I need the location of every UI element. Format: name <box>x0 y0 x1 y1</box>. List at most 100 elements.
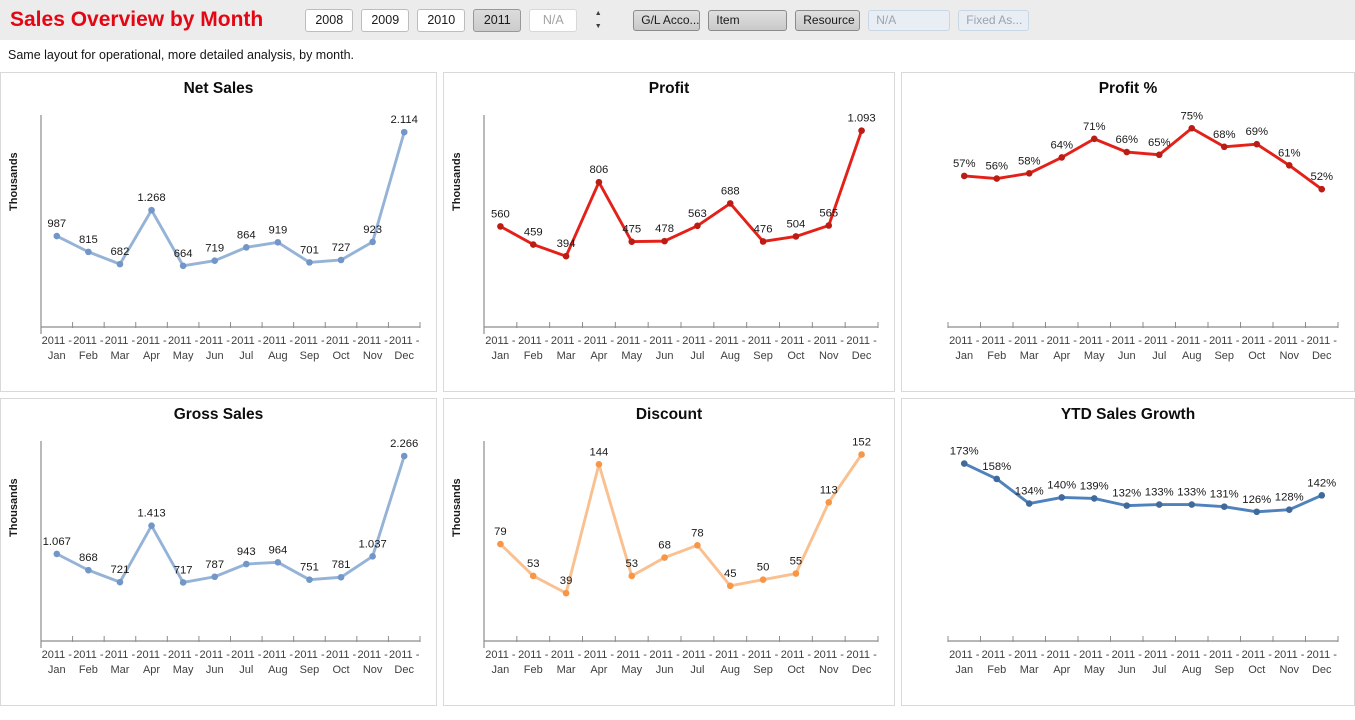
svg-text:2011 -: 2011 - <box>263 649 294 661</box>
svg-text:2011 -: 2011 - <box>682 335 713 347</box>
svg-text:Aug: Aug <box>1182 664 1202 676</box>
svg-text:2011 -: 2011 - <box>1144 649 1175 661</box>
svg-text:Thousands: Thousands <box>451 152 463 211</box>
svg-text:781: 781 <box>332 559 351 571</box>
svg-text:134%: 134% <box>1015 486 1044 498</box>
net-sales-line-chart: Thousands 2011 - Jan 2011 - Feb 2011 - Mar 2011… <box>8 114 421 362</box>
svg-text:987: 987 <box>47 218 66 230</box>
svg-text:751: 751 <box>300 562 319 574</box>
svg-text:Sep: Sep <box>1214 350 1234 362</box>
svg-text:2011 -: 2011 - <box>294 335 325 347</box>
svg-text:2011 -: 2011 - <box>231 649 262 661</box>
chart-title: Profit <box>648 80 690 97</box>
svg-text:2011 -: 2011 - <box>1274 335 1305 347</box>
svg-text:Thousands: Thousands <box>8 478 20 537</box>
svg-text:78: 78 <box>691 527 704 539</box>
svg-text:2011 -: 2011 - <box>73 335 104 347</box>
filter-button-fixed-assets: Fixed As... <box>958 9 1030 31</box>
profit-pct-line-chart: 2011 - Jan 2011 - Feb 2011 - Mar 2011 - Apr 2011… <box>947 110 1339 362</box>
svg-text:2011 -: 2011 - <box>1209 335 1240 347</box>
svg-text:2011 -: 2011 - <box>357 335 388 347</box>
svg-text:2011 -: 2011 - <box>1144 335 1175 347</box>
svg-text:2011 -: 2011 - <box>200 649 231 661</box>
svg-text:Jul: Jul <box>690 664 704 676</box>
svg-text:79: 79 <box>494 526 507 538</box>
year-slicer: 2008 2009 2010 2011 N/A ▲ ▼ <box>305 8 605 32</box>
svg-text:2011 -: 2011 - <box>294 649 325 661</box>
svg-text:560: 560 <box>491 208 510 220</box>
svg-text:173%: 173% <box>950 446 979 458</box>
svg-text:Oct: Oct <box>1248 350 1265 362</box>
header-bar: Sales Overview by Month 2008 2009 2010 2… <box>0 0 1355 40</box>
svg-text:1.268: 1.268 <box>137 192 165 204</box>
svg-text:2011 -: 2011 - <box>551 649 582 661</box>
svg-text:2011 -: 2011 - <box>617 335 648 347</box>
svg-text:868: 868 <box>79 552 98 564</box>
svg-text:Jun: Jun <box>656 350 674 362</box>
svg-text:Dec: Dec <box>852 664 872 676</box>
svg-text:Mar: Mar <box>1020 350 1039 362</box>
svg-text:2011 -: 2011 - <box>1112 335 1143 347</box>
year-button-2009[interactable]: 2009 <box>361 8 410 32</box>
svg-text:815: 815 <box>79 234 98 246</box>
filter-button-gl-account[interactable]: G/L Acco... <box>633 9 701 31</box>
chart-title: Net Sales <box>183 80 254 97</box>
svg-text:56%: 56% <box>985 161 1008 173</box>
svg-text:50: 50 <box>757 562 770 574</box>
svg-text:2011 -: 2011 - <box>715 649 746 661</box>
svg-text:964: 964 <box>268 544 287 556</box>
svg-text:May: May <box>621 664 642 676</box>
svg-text:139%: 139% <box>1080 480 1109 492</box>
spinner-up-icon[interactable]: ▲ <box>591 9 605 19</box>
svg-text:Feb: Feb <box>987 664 1006 676</box>
filter-button-na: N/A <box>868 9 951 31</box>
svg-text:688: 688 <box>721 185 740 197</box>
filter-button-resource[interactable]: Resource <box>795 9 861 31</box>
svg-text:Jan: Jan <box>955 664 973 676</box>
svg-text:2011 -: 2011 - <box>814 335 845 347</box>
svg-text:2011 -: 2011 - <box>846 335 877 347</box>
svg-text:Oct: Oct <box>332 350 349 362</box>
svg-text:Aug: Aug <box>1182 350 1202 362</box>
svg-text:113: 113 <box>820 484 838 496</box>
svg-text:39: 39 <box>560 575 573 587</box>
svg-text:2011 -: 2011 - <box>326 649 357 661</box>
svg-text:727: 727 <box>332 242 351 254</box>
svg-text:Nov: Nov <box>363 350 383 362</box>
year-button-2008[interactable]: 2008 <box>305 8 354 32</box>
spinner-down-icon[interactable]: ▼ <box>591 22 605 32</box>
chart-title: Discount <box>635 406 703 423</box>
svg-text:71%: 71% <box>1083 121 1106 133</box>
svg-text:Mar: Mar <box>110 664 129 676</box>
svg-text:2011 -: 2011 - <box>485 649 516 661</box>
svg-text:2011 -: 2011 - <box>1047 649 1078 661</box>
svg-text:Nov: Nov <box>819 350 839 362</box>
svg-text:2011 -: 2011 - <box>846 649 877 661</box>
svg-text:2011 -: 2011 - <box>1112 649 1143 661</box>
svg-text:Jun: Jun <box>1118 664 1136 676</box>
svg-text:Feb: Feb <box>524 664 543 676</box>
svg-text:565: 565 <box>819 207 838 219</box>
svg-text:2011 -: 2011 - <box>1274 649 1305 661</box>
svg-text:Mar: Mar <box>1020 664 1039 676</box>
svg-text:2011 -: 2011 - <box>231 335 262 347</box>
svg-text:1.067: 1.067 <box>43 536 71 548</box>
svg-text:2011 -: 2011 - <box>485 335 516 347</box>
svg-text:Jan: Jan <box>48 664 66 676</box>
svg-text:53: 53 <box>625 558 638 570</box>
filter-button-item[interactable]: Item <box>708 9 788 31</box>
year-button-2011-selected[interactable]: 2011 <box>473 8 522 32</box>
svg-text:476: 476 <box>754 223 773 235</box>
svg-text:68: 68 <box>658 540 671 552</box>
svg-text:Mar: Mar <box>557 664 576 676</box>
svg-text:475: 475 <box>622 224 641 236</box>
svg-text:Jun: Jun <box>1118 350 1136 362</box>
svg-text:Sep: Sep <box>753 350 773 362</box>
svg-text:2011 -: 2011 - <box>136 335 167 347</box>
svg-text:2011 -: 2011 - <box>1079 335 1110 347</box>
svg-text:2011 -: 2011 - <box>584 335 615 347</box>
svg-text:1.413: 1.413 <box>137 508 165 520</box>
year-button-2010[interactable]: 2010 <box>417 8 466 32</box>
svg-text:2011 -: 2011 - <box>1177 335 1208 347</box>
svg-text:2.266: 2.266 <box>390 438 418 450</box>
